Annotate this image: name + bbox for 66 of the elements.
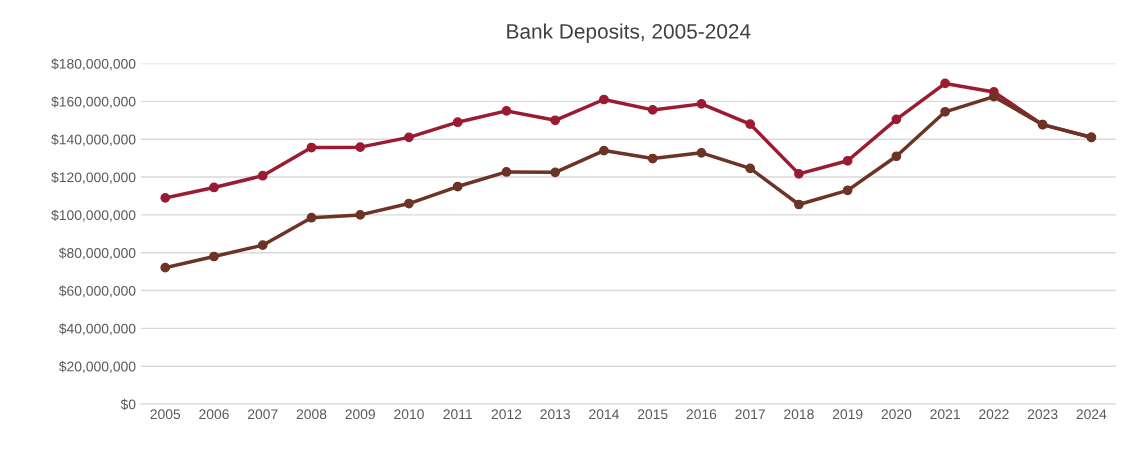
x-tick-label: 2011 xyxy=(443,409,472,420)
point xyxy=(257,170,268,181)
x-tick-label: 2007 xyxy=(247,409,278,420)
x-tick-label: 2008 xyxy=(296,409,327,420)
point xyxy=(794,199,804,210)
point xyxy=(842,155,853,166)
point xyxy=(355,210,366,220)
point xyxy=(989,91,999,102)
point xyxy=(452,181,463,192)
y-tick-label: $120,000,000 xyxy=(51,171,136,184)
point xyxy=(501,167,512,177)
point xyxy=(550,167,561,178)
point xyxy=(257,240,268,251)
point xyxy=(209,251,219,262)
point xyxy=(306,142,317,153)
x-tick-label: 2013 xyxy=(540,409,571,420)
x-tick-label: 2016 xyxy=(686,409,717,420)
x-tick-label: 2024 xyxy=(1076,409,1107,420)
point xyxy=(160,262,171,273)
point xyxy=(940,78,950,89)
x-tick-label: 2017 xyxy=(735,409,765,420)
x-tick-label: 2020 xyxy=(881,409,912,420)
x-tick-label: 2014 xyxy=(589,409,619,420)
y-tick-label: $100,000,000 xyxy=(51,209,136,222)
x-tick-label: 2023 xyxy=(1027,409,1058,420)
x-tick-label: 2018 xyxy=(784,409,814,420)
point xyxy=(940,106,950,117)
y-tick-label: $20,000,000 xyxy=(58,360,136,374)
point xyxy=(306,212,317,223)
point xyxy=(696,147,707,158)
x-tick-label: 2006 xyxy=(199,409,229,420)
x-tick-label: 2010 xyxy=(394,409,424,420)
x-tick-label: 2012 xyxy=(491,409,522,420)
point xyxy=(404,198,414,209)
x-tick-label: 2021 xyxy=(930,409,960,420)
x-tick-label: 2015 xyxy=(637,409,668,420)
y-tick-label: $60,000,000 xyxy=(58,285,136,298)
point xyxy=(599,94,609,105)
point xyxy=(209,182,219,193)
point xyxy=(647,153,658,164)
point xyxy=(745,119,756,129)
y-tick-label: $80,000,000 xyxy=(58,247,136,260)
point xyxy=(404,132,414,143)
point xyxy=(647,105,658,115)
y-tick-label: $140,000,000 xyxy=(51,133,136,147)
y-tick-label: $160,000,000 xyxy=(51,96,136,109)
x-tick-label: 2019 xyxy=(832,409,863,420)
point xyxy=(891,151,902,162)
point xyxy=(696,98,707,109)
point xyxy=(160,193,171,203)
chart-title: Bank Deposits, 2005-2024 xyxy=(507,23,751,43)
point xyxy=(599,145,609,156)
point xyxy=(794,168,804,179)
x-tick-label: 2009 xyxy=(345,409,376,420)
point xyxy=(355,142,366,153)
x-tick-label: 2005 xyxy=(150,409,181,420)
y-tick-label: $180,000,000 xyxy=(51,58,136,71)
y-tick-label: $40,000,000 xyxy=(58,323,136,336)
point xyxy=(842,185,853,196)
point xyxy=(745,163,756,174)
y-tick-label: $0 xyxy=(120,398,136,411)
point xyxy=(891,114,902,125)
x-tick-label: 2022 xyxy=(979,409,1009,420)
point xyxy=(550,115,561,126)
point xyxy=(452,117,463,128)
point xyxy=(501,105,512,116)
